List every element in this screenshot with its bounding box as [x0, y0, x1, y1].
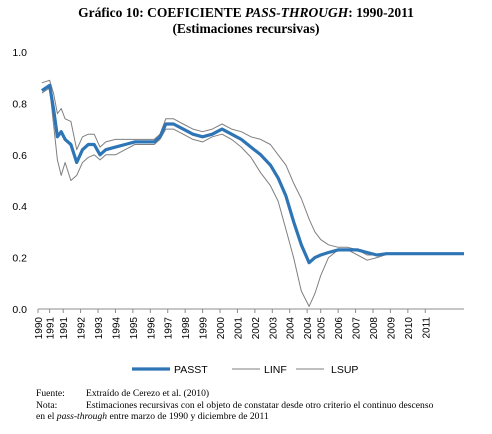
- series-layer: [41, 79, 464, 307]
- legend-label-passt: PASST: [174, 364, 208, 376]
- x-tick-label: 2011: [421, 317, 432, 339]
- y-tick-label: 0.8: [12, 98, 27, 110]
- x-tick-label: 1998: [181, 317, 192, 340]
- x-tick-label: 1996: [146, 317, 157, 340]
- x-tick-label: 1991: [46, 317, 57, 340]
- note-cont-italic: pass-through: [56, 411, 108, 422]
- chart-notes: Fuente: Extraído de Cerezo et al. (2010)…: [36, 388, 486, 423]
- x-tick-label: 1999: [199, 317, 210, 340]
- x-tick-label: 2001: [233, 317, 244, 340]
- y-tick-label: 0.4: [12, 201, 27, 213]
- x-tick-label: 2010: [404, 317, 415, 340]
- x-tick-label: 1994: [111, 317, 122, 340]
- series-line-passt: [41, 83, 464, 265]
- note-text: Estimaciones recursivas con el objeto de…: [86, 399, 434, 411]
- line-chart: 0.00.20.40.60.81.0 1990 1991 1991 1992 1993 1…: [12, 47, 464, 376]
- legend-label-lsup: LSUP: [331, 364, 358, 376]
- chart-title-prefix: Gráfico 10: COEFICIENTE: [78, 5, 245, 20]
- x-tick-label: 2004: [286, 317, 297, 340]
- y-tick-label: 0.6: [12, 150, 27, 162]
- x-axis: 1990 1991 1991 1992 1993 1994 1995 1996 1997 1998…: [34, 308, 464, 340]
- note-row: Nota: Estimaciones recursivas con el obj…: [36, 400, 486, 412]
- y-axis: 0.0 0.2 0.4 0.6 0.8 1.0: [12, 47, 27, 316]
- source-label: Fuente:: [36, 388, 65, 399]
- chart-title-italic: PASS-THROUGH: [244, 5, 349, 20]
- x-tick-label: 1997: [164, 317, 175, 340]
- x-tick-label: 2004: [303, 317, 314, 340]
- y-tick-label: 0.0: [12, 304, 27, 316]
- source-text: Extraído de Cerezo et al. (2010): [86, 388, 210, 399]
- x-tick-label: 1995: [129, 317, 140, 340]
- series-line-linf: [41, 87, 464, 307]
- x-tick-label: 1992: [77, 317, 88, 340]
- chart-title: Gráfico 10: COEFICIENTE PASS-THROUGH: 19…: [0, 5, 492, 21]
- y-tick-label: 0.2: [12, 253, 27, 265]
- chart-title-suffix: : 1990-2011: [348, 5, 414, 20]
- x-tick-label: 1991: [59, 317, 70, 340]
- x-tick-label: 2005: [317, 317, 328, 340]
- x-tick-label: 1993: [94, 317, 105, 340]
- note-cont-prefix: en el: [36, 411, 57, 422]
- y-tick-label: 1.0: [12, 47, 27, 59]
- x-tick-label: 2006: [334, 317, 345, 340]
- note-cont-suffix: entre marzo de 1990 y diciembre de 2011: [107, 411, 269, 422]
- x-tick-label: 2003: [268, 317, 279, 340]
- legend-label-linf: LINF: [264, 364, 287, 376]
- series-line-lsup: [41, 79, 464, 256]
- x-tick-label: 2002: [251, 317, 262, 340]
- source-row: Fuente: Extraído de Cerezo et al. (2010): [36, 388, 486, 400]
- x-tick-label: 2008: [369, 317, 380, 340]
- legend: PASST LINF LSUP: [132, 364, 358, 376]
- x-tick-label: 2007: [352, 317, 363, 340]
- x-tick-label: 2000: [216, 317, 227, 340]
- x-tick-label: 1990: [34, 317, 45, 340]
- x-tick-label: 2009: [386, 317, 397, 340]
- note-label: Nota:: [36, 399, 58, 411]
- note-continuation: en el pass-through entre marzo de 1990 y…: [36, 411, 486, 423]
- chart-subtitle: (Estimaciones recursivas): [172, 21, 320, 36]
